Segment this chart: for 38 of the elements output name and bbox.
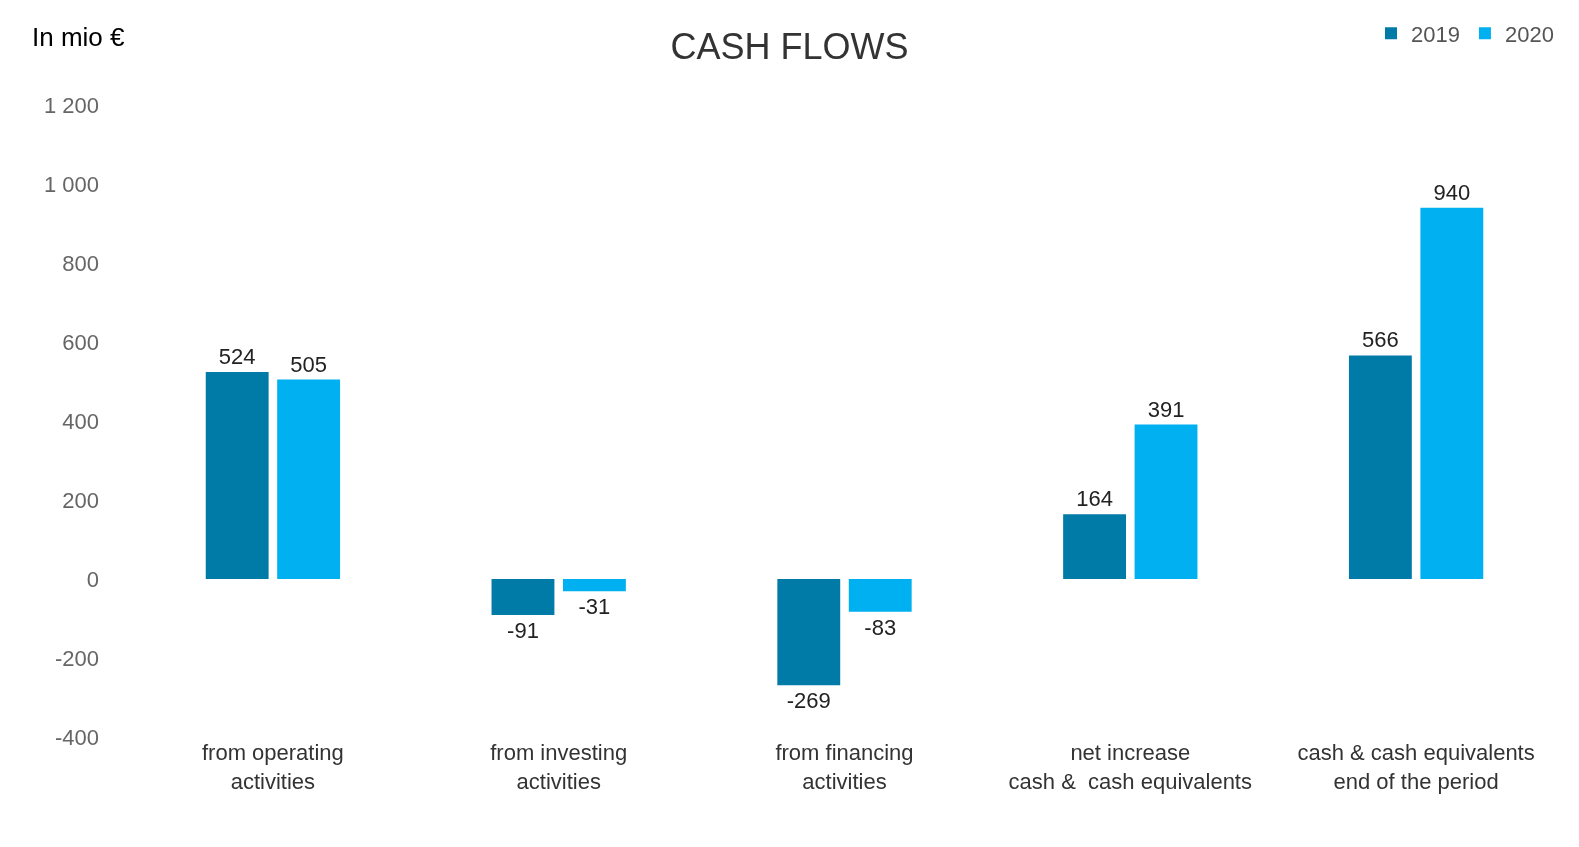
bar — [777, 579, 841, 686]
data-label: -83 — [864, 614, 897, 640]
bar — [1348, 355, 1412, 579]
data-label: -269 — [786, 688, 831, 714]
data-label: -91 — [507, 617, 539, 643]
legend-label: 2019 — [1411, 21, 1460, 47]
x-tick-label: from financing activities — [775, 740, 914, 794]
data-label: 940 — [1433, 179, 1471, 205]
legend-label: 2020 — [1504, 21, 1554, 47]
y-tick-label: 0 — [86, 566, 99, 592]
y-tick-label: 400 — [62, 408, 99, 434]
bar — [205, 372, 269, 579]
y-tick-label: 800 — [62, 250, 99, 276]
x-tick-label: from investing activities — [490, 740, 628, 794]
y-tick-label: 1 000 — [43, 171, 99, 197]
y-tick-label: 1 200 — [43, 92, 99, 118]
bar — [1063, 514, 1127, 579]
bar — [1420, 207, 1484, 579]
data-label: -31 — [578, 594, 611, 620]
data-label: 164 — [1076, 486, 1113, 512]
y-axis-title: In mio € — [32, 22, 126, 52]
y-tick-label: -400 — [54, 724, 99, 750]
data-label: 391 — [1147, 396, 1185, 422]
bar — [491, 579, 555, 615]
data-label: 505 — [290, 351, 327, 377]
x-tick-label: cash & cash equivalents end of the period — [1297, 740, 1535, 794]
y-tick-label: 200 — [62, 487, 99, 513]
y-tick-label: -200 — [54, 645, 99, 671]
x-tick-label: from operating activities — [201, 740, 344, 794]
chart-title: CASH FLOWS — [670, 26, 909, 68]
data-label: 566 — [1362, 327, 1399, 353]
bar — [562, 579, 626, 592]
bar — [1134, 424, 1198, 579]
bar — [277, 379, 341, 579]
data-label: 524 — [218, 344, 256, 370]
y-tick-label: 600 — [62, 329, 99, 355]
bar — [848, 579, 912, 612]
x-tick-label: net increase cash & cash equivalents — [1008, 740, 1252, 794]
